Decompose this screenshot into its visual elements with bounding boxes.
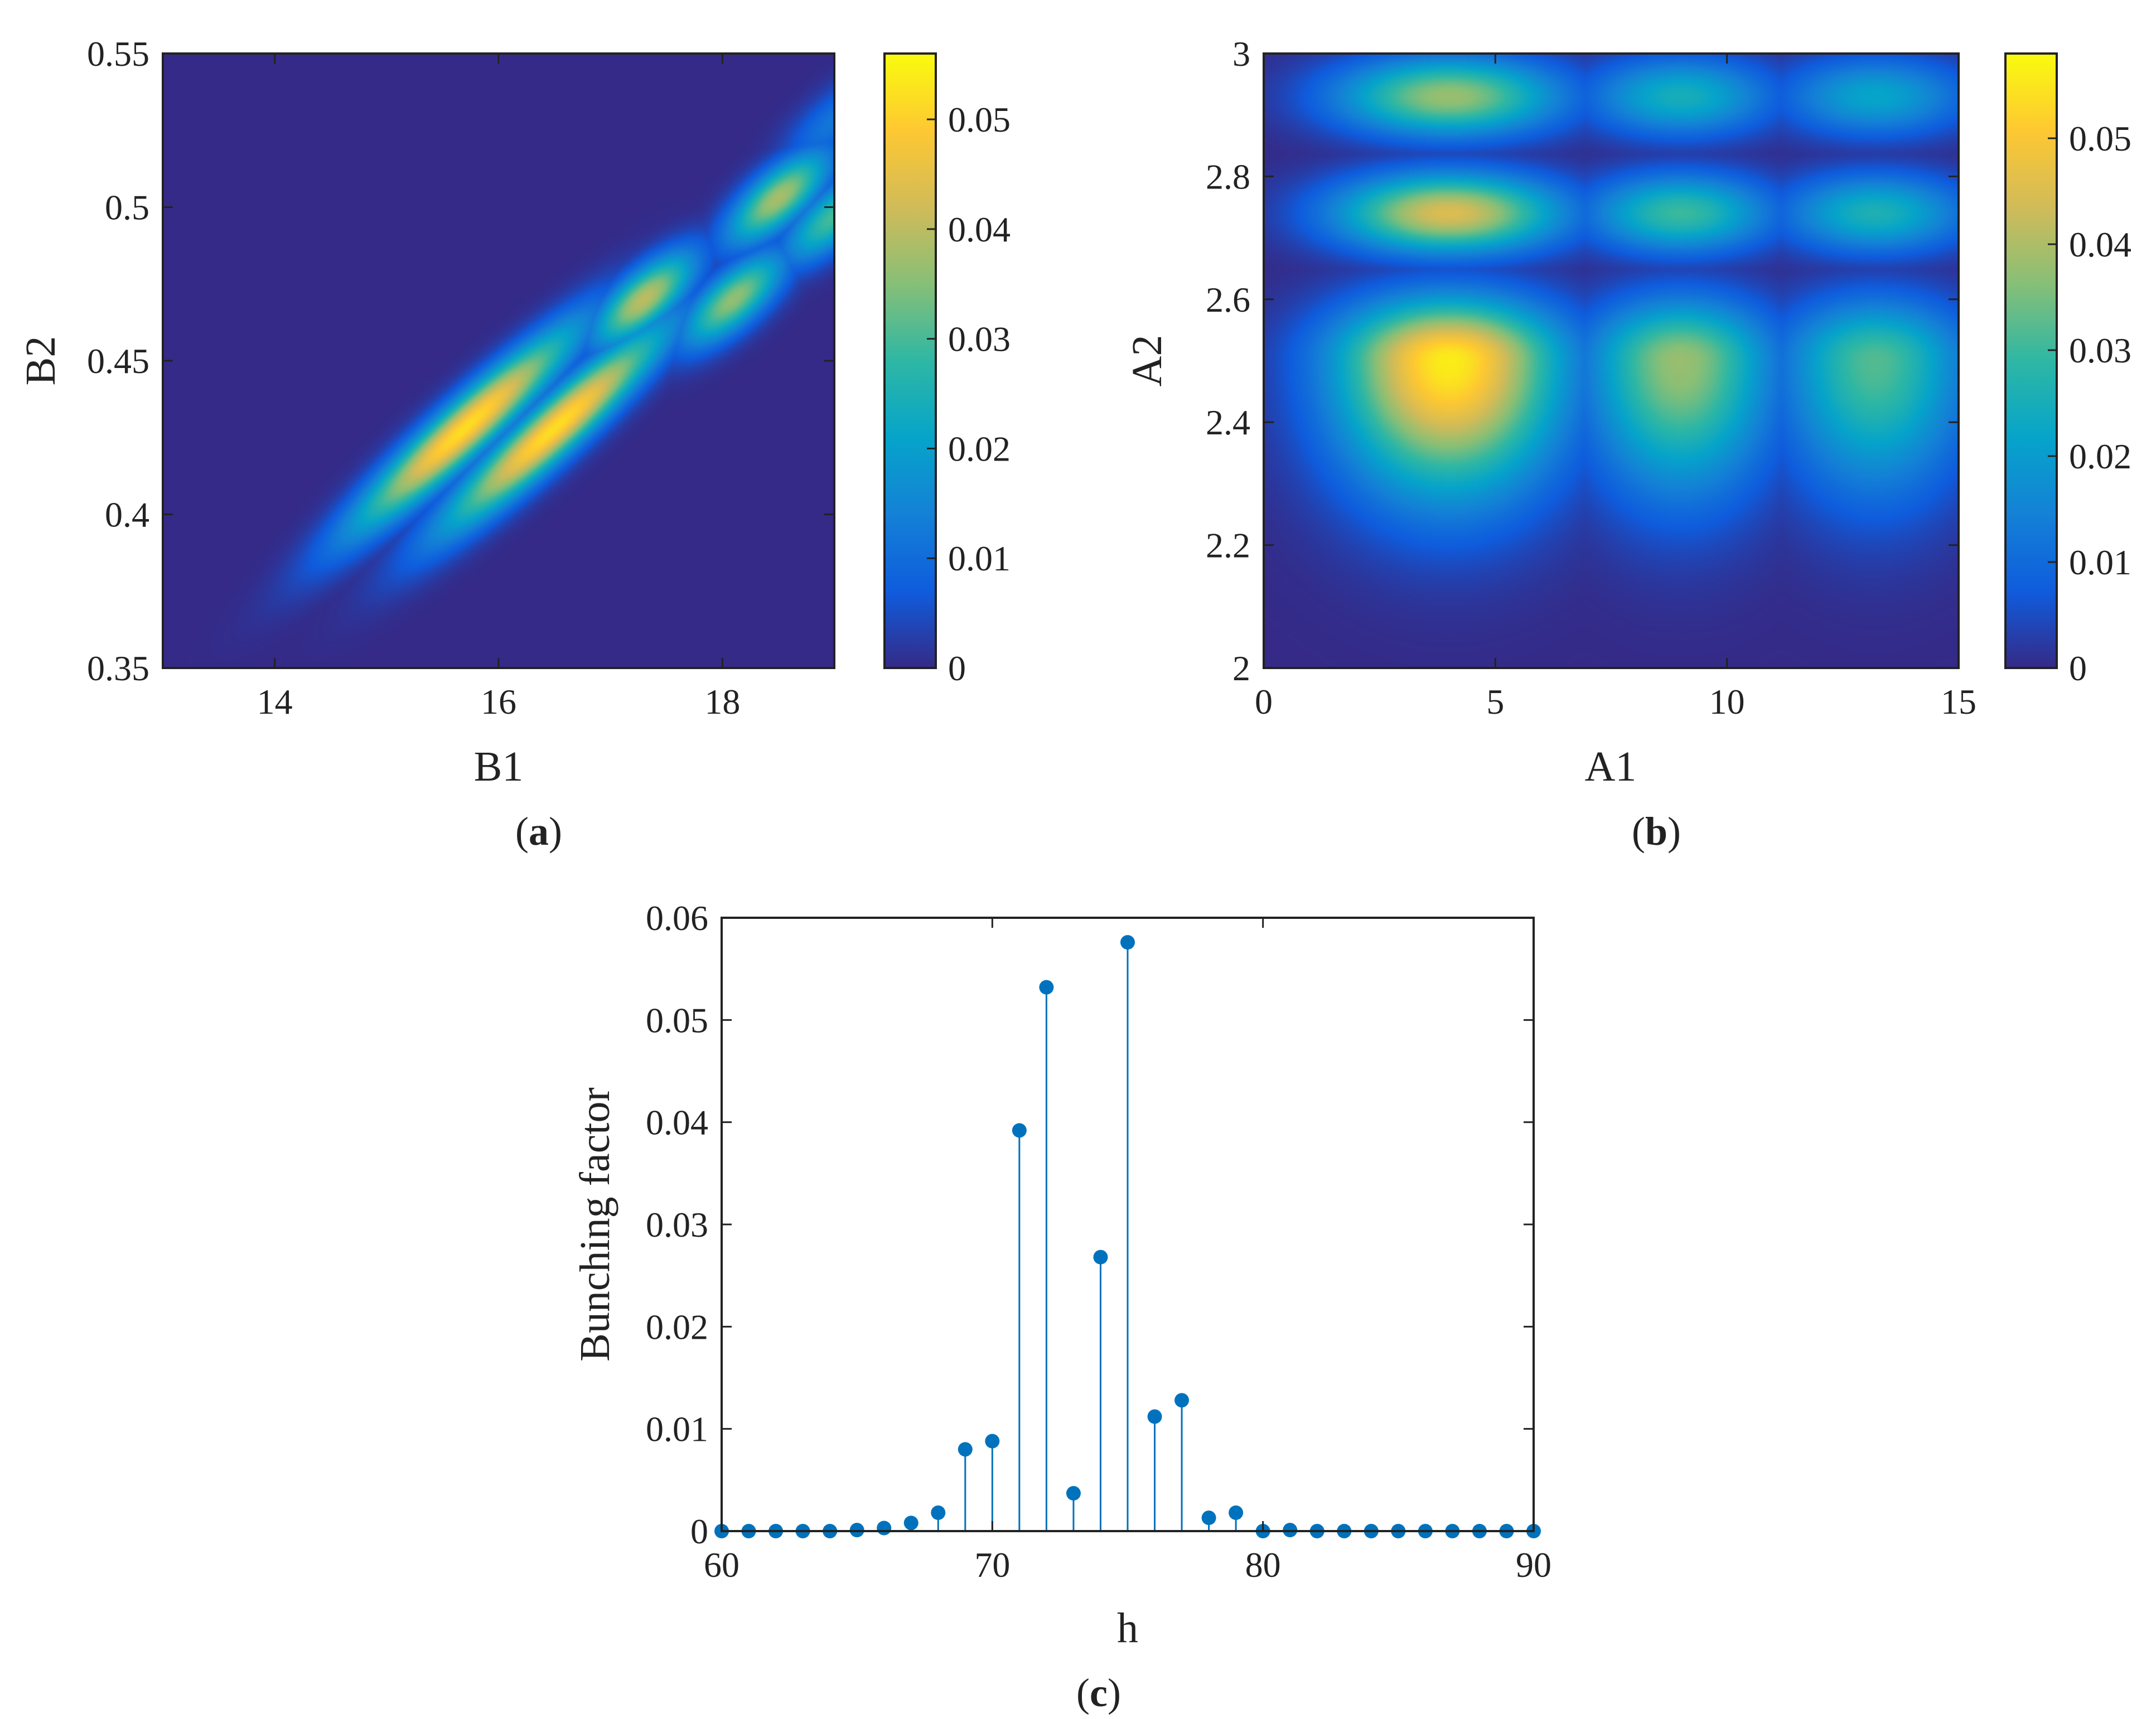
colorbar-a-tick-label: 0.04	[948, 210, 1011, 249]
heatmap-b-ytick-label: 3	[1232, 34, 1250, 74]
stem-plot-xtick-label: 60	[704, 1545, 739, 1585]
colorbar-a-tick-label: 0	[948, 648, 966, 688]
colorbar-a-ticks: 0 0.01 0.02 0.03 0.04 0.05	[927, 100, 1011, 688]
heatmap-b-ytick-label: 2.2	[1206, 526, 1250, 565]
caption-b-letter: b	[1645, 809, 1667, 854]
stem-plot-ytick-label: 0.05	[646, 1000, 708, 1040]
heatmap-b-ytick-label: 2.8	[1206, 157, 1250, 196]
colorbar-a-tick-label: 0.05	[948, 100, 1011, 139]
stem-plot-ytick-label: 0.03	[646, 1205, 708, 1245]
stem-plot-ytick-label: 0.02	[646, 1307, 708, 1347]
heatmap-a-ylabel: B2	[17, 336, 64, 386]
heatmap-b-ylabel: A2	[1124, 335, 1171, 387]
heatmap-b-xtick-label: 10	[1709, 682, 1745, 722]
panel-c: 60 70 80 90 0 0.01 0.02 0.03 0.04 0.05 0.06 h Bunc…	[572, 898, 1551, 1715]
stem-marker	[1093, 1250, 1108, 1265]
heatmap-b-xtick-label: 15	[1941, 682, 1976, 722]
caption-c: (c)	[1076, 1670, 1121, 1715]
heatmap-a-xtick-label: 18	[704, 682, 740, 722]
stem-marker	[1174, 1393, 1190, 1408]
panel-a: 14 16 18 0.35 0.4 0.45 0.5 0.55 B1 B2 0 0.01 0.02…	[17, 34, 1011, 854]
heatmap-b-frame	[1263, 52, 1960, 669]
colorbar-a-tick-label: 0.03	[948, 319, 1011, 359]
stem-plot-ylabel: Bunching factor	[572, 1087, 618, 1362]
heatmap-a-ytick-label: 0.4	[105, 495, 149, 535]
colorbar-a	[883, 52, 937, 669]
colorbar-a-tick-label: 0.01	[948, 539, 1011, 578]
stem-marker	[1120, 935, 1135, 950]
stem-marker	[1066, 1486, 1081, 1501]
colorbar-b-tick-label: 0	[2069, 648, 2087, 688]
heatmap-a-ytick-label: 0.55	[87, 34, 149, 74]
heatmap-a-ticks: 14 16 18 0.35 0.4 0.45 0.5 0.55	[87, 34, 834, 722]
stem-marker	[1039, 980, 1054, 995]
stem-plot-ytick-label: 0.06	[646, 898, 708, 938]
heatmap-b-ytick-label: 2	[1232, 648, 1250, 688]
stem-marker	[931, 1505, 946, 1520]
stem-plot-ytick-label: 0	[690, 1512, 708, 1551]
stem-marker	[1201, 1510, 1216, 1526]
stem-plot-xtick-label: 80	[1245, 1545, 1281, 1585]
heatmap-b-image	[1264, 54, 1959, 668]
heatmap-a-xtick-label: 16	[481, 682, 516, 722]
stem-marker	[985, 1434, 1000, 1449]
caption-c-letter: c	[1090, 1670, 1108, 1715]
caption-a-letter: a	[529, 809, 549, 854]
colorbar-b-tick-label: 0.05	[2069, 119, 2131, 158]
stem-plot-ticks: 60 70 80 90 0 0.01 0.02 0.03 0.04 0.05 0.06	[646, 898, 1551, 1585]
panel-b: 0 5 10 15 2 2.2 2.4 2.6 2.8 3 A1 A2 0 0.01 0.02 0.03…	[1124, 34, 2131, 854]
heatmap-a-ytick-label: 0.5	[105, 188, 149, 227]
heatmap-b-xlabel: A1	[1585, 743, 1637, 790]
heatmap-a-ytick-label: 0.45	[87, 341, 149, 381]
stem-marker	[958, 1442, 973, 1457]
stem-plot-xlabel: h	[1117, 1605, 1138, 1652]
stem-marker	[1147, 1409, 1162, 1424]
heatmap-b-xtick-label: 0	[1255, 682, 1273, 722]
colorbar-b-tick-label: 0.01	[2069, 543, 2131, 582]
colorbar-b	[2004, 52, 2058, 669]
colorbar-b-tick-label: 0.04	[2069, 225, 2131, 264]
caption-a: (a)	[515, 809, 562, 854]
heatmap-b-ticks: 0 5 10 15 2 2.2 2.4 2.6 2.8 3	[1206, 34, 1976, 722]
colorbar-a-tick-label: 0.02	[948, 429, 1011, 468]
stem-marker	[877, 1521, 892, 1536]
heatmap-a-ytick-label: 0.35	[87, 648, 149, 688]
heatmap-b-ytick-label: 2.6	[1206, 280, 1250, 319]
stem-plot-xtick-label: 90	[1516, 1545, 1551, 1585]
heatmap-a-xlabel: B1	[474, 743, 524, 790]
stem-plot-ytick-label: 0.01	[646, 1410, 708, 1449]
stem-marker	[1012, 1123, 1027, 1138]
stem-plot-ytick-label: 0.04	[646, 1103, 708, 1142]
heatmap-b-ytick-label: 2.4	[1206, 403, 1250, 442]
stem-plot-xtick-label: 70	[974, 1545, 1010, 1585]
heatmap-a-image	[163, 54, 834, 668]
colorbar-b-ticks: 0 0.01 0.02 0.03 0.04 0.05	[2048, 119, 2131, 688]
colorbar-b-tick-label: 0.03	[2069, 331, 2131, 370]
heatmap-b-xtick-label: 5	[1486, 682, 1504, 722]
stem-marker	[903, 1515, 919, 1531]
heatmap-a-xtick-label: 14	[257, 682, 293, 722]
caption-b: (b)	[1632, 809, 1681, 854]
stem-marker	[1229, 1505, 1244, 1520]
colorbar-b-tick-label: 0.02	[2069, 437, 2131, 476]
